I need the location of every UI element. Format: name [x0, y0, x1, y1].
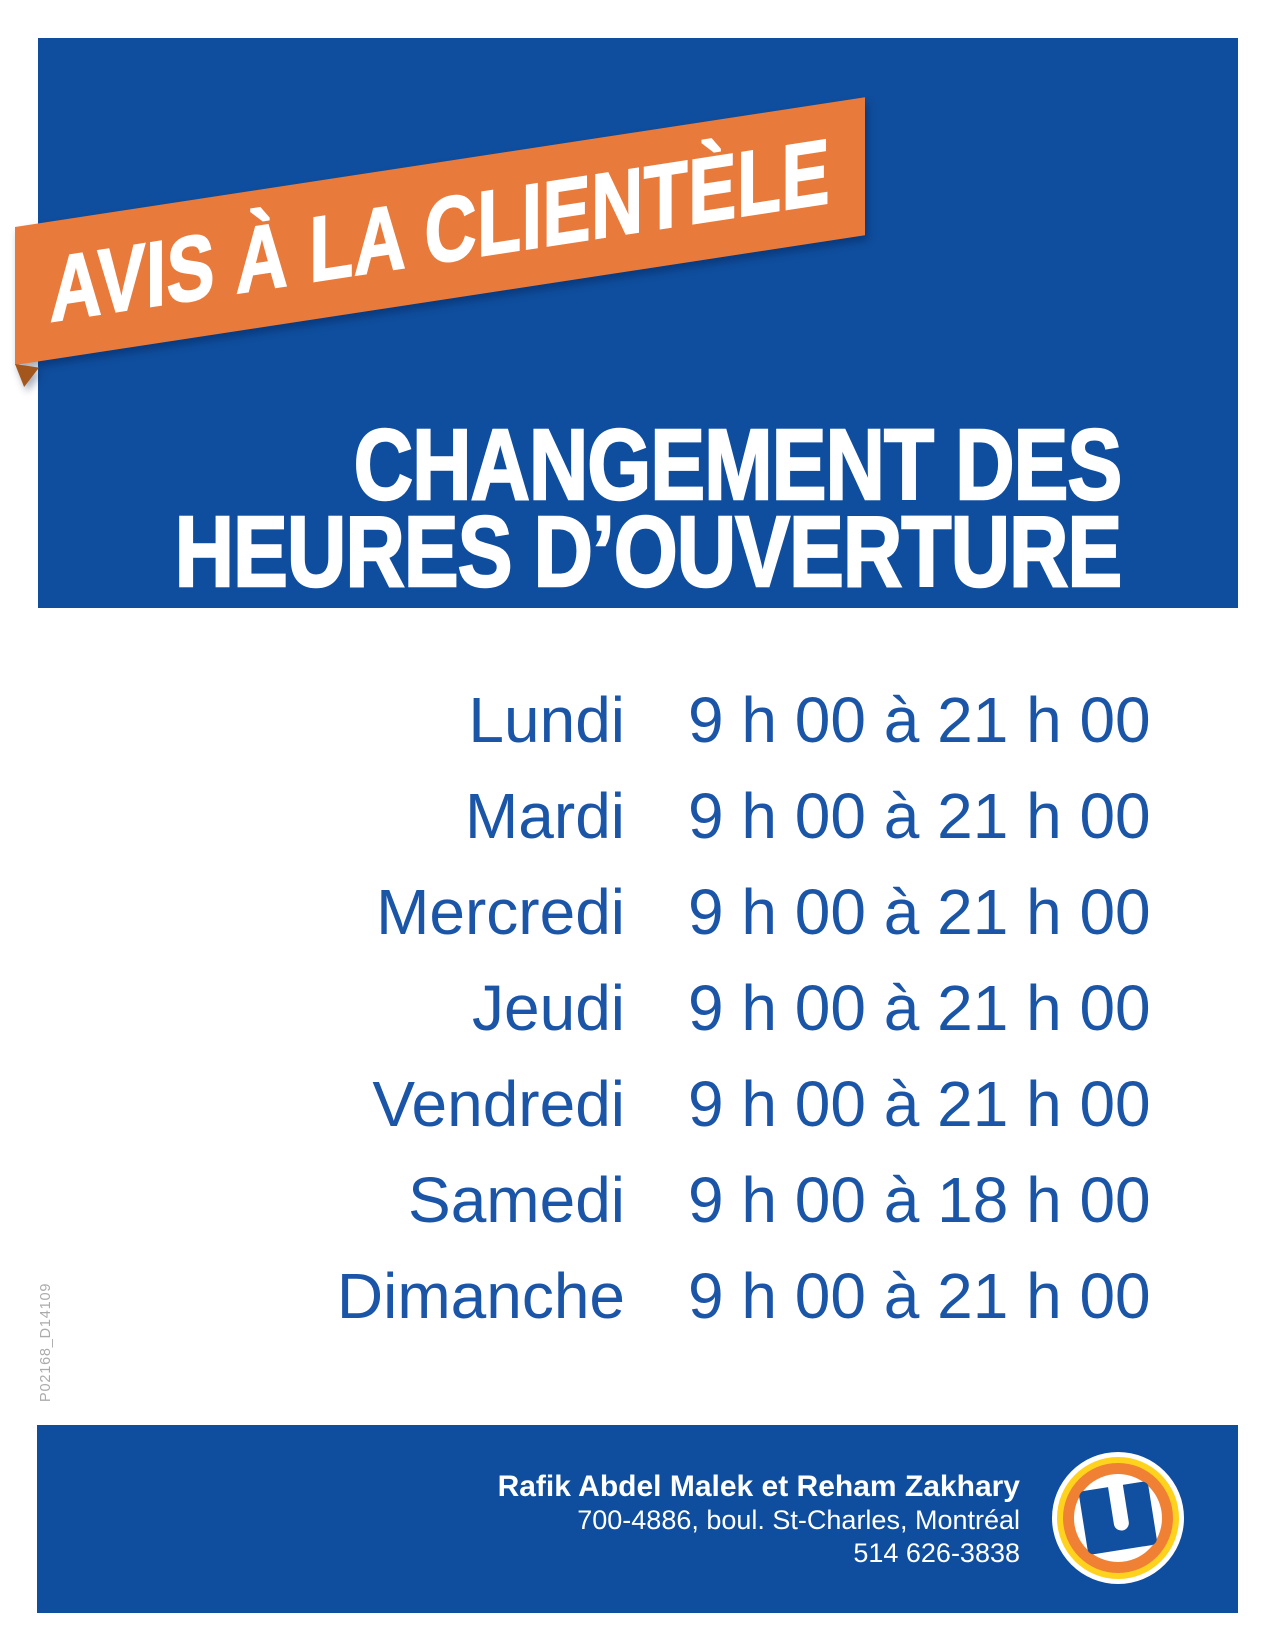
schedule-row: Lundi 9 h 00 à 21 h 00: [0, 672, 1275, 768]
day-label: Mercredi: [376, 876, 625, 948]
day-label: Mardi: [464, 780, 625, 852]
schedule-row: Mardi 9 h 00 à 21 h 00: [0, 768, 1275, 864]
day-label: Samedi: [408, 1164, 625, 1236]
day-label: Jeudi: [472, 972, 625, 1044]
schedule-row: Mercredi 9 h 00 à 21 h 00: [0, 864, 1275, 960]
ribbon-fold: [15, 364, 39, 387]
schedule-row: Jeudi 9 h 00 à 21 h 00: [0, 960, 1275, 1056]
hours-value: 9 h 00 à 21 h 00: [688, 1260, 1151, 1332]
hours-value: 9 h 00 à 21 h 00: [688, 972, 1151, 1044]
footer-bar: Rafik Abdel Malek et Reham Zakhary 700-4…: [37, 1425, 1238, 1613]
day-label: Lundi: [468, 684, 625, 756]
poster-title: CHANGEMENT DES HEURES D’OUVERTURE: [173, 409, 1122, 608]
owners-names: Rafik Abdel Malek et Reham Zakhary: [497, 1470, 1020, 1503]
store-phone: 514 626-3838: [853, 1538, 1020, 1568]
store-address: 700-4886, boul. St-Charles, Montréal: [577, 1505, 1020, 1535]
hours-value: 9 h 00 à 21 h 00: [688, 780, 1151, 852]
day-label: Dimanche: [336, 1260, 625, 1332]
schedule-row: Dimanche 9 h 00 à 21 h 00: [0, 1248, 1275, 1344]
hours-value: 9 h 00 à 21 h 00: [688, 876, 1151, 948]
u-letter-shape: [1079, 1478, 1157, 1555]
title-line-1: CHANGEMENT DES: [352, 409, 1122, 521]
hours-value: 9 h 00 à 21 h 00: [688, 684, 1151, 756]
opening-hours-list: Lundi 9 h 00 à 21 h 00 Mardi 9 h 00 à 21…: [0, 672, 1275, 1344]
schedule-row: Samedi 9 h 00 à 18 h 00: [0, 1152, 1275, 1248]
hours-value: 9 h 00 à 21 h 00: [688, 1068, 1151, 1140]
store-contact-block: Rafik Abdel Malek et Reham Zakhary 700-4…: [498, 1470, 1020, 1570]
day-label: Vendredi: [372, 1068, 625, 1140]
title-line-2: HEURES D’OUVERTURE: [173, 496, 1122, 608]
hours-value: 9 h 00 à 18 h 00: [688, 1164, 1151, 1236]
schedule-row: Vendredi 9 h 00 à 21 h 00: [0, 1056, 1275, 1152]
uniprix-u-logo: [1052, 1452, 1184, 1584]
